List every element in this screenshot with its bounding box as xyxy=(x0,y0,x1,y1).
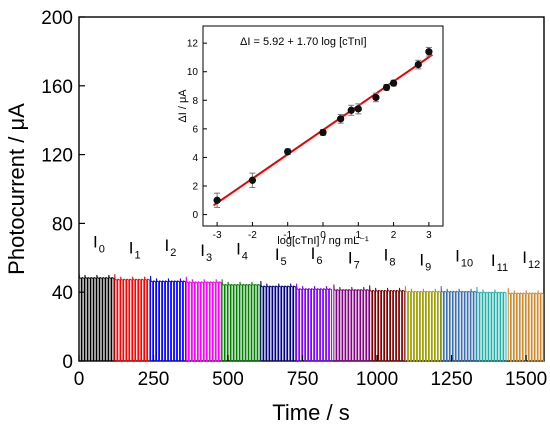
x-tick-label: 250 xyxy=(138,369,170,390)
trace-segment-9 xyxy=(404,286,442,362)
inset-x-tick-label: -3 xyxy=(213,230,222,241)
inset-x-tick-label: 3 xyxy=(426,230,432,241)
segment-label-4: I4 xyxy=(236,239,248,262)
segment-label-2: I2 xyxy=(165,236,177,259)
segment-label-subscript: 1 xyxy=(135,249,141,261)
trace-segment-0 xyxy=(78,272,115,362)
trace-segment-1 xyxy=(114,274,151,362)
inset-x-axis-title: log[cTnI] / ng mL⁻¹ xyxy=(277,235,369,247)
data-point-3 xyxy=(319,128,327,137)
trace-segment-10 xyxy=(440,286,477,362)
data-point-10 xyxy=(414,60,422,69)
trace-segment-7 xyxy=(333,284,370,362)
inset-y-tick-label: 8 xyxy=(192,96,198,107)
data-point-9 xyxy=(389,79,398,87)
segment-label-11: I11 xyxy=(491,251,508,274)
inset-y-tick-label: 6 xyxy=(192,124,198,135)
inset-y-tick-label: 2 xyxy=(192,182,198,193)
segment-label-6: I6 xyxy=(311,244,323,267)
inset-equation: ΔI = 5.92 + 1.70 log [cTnI] xyxy=(240,36,367,48)
y-tick-label: 0 xyxy=(62,352,73,373)
segment-label-10: I10 xyxy=(455,246,473,269)
y-tick-label: 120 xyxy=(41,146,73,167)
inset-x-tick-label: -2 xyxy=(248,230,257,241)
y-tick-label: 200 xyxy=(41,8,73,29)
segment-label-subscript: 9 xyxy=(425,261,431,273)
trace-segment-4 xyxy=(221,279,261,362)
segment-label-subscript: 12 xyxy=(528,259,540,271)
y-axis-title: Photocurrent / μA xyxy=(4,103,29,275)
segment-label-9: I9 xyxy=(419,250,431,273)
data-point-0 xyxy=(213,196,221,204)
inset-x-tick-label: 1 xyxy=(356,230,362,241)
inset-y-tick-label: 0 xyxy=(192,210,198,221)
trace-segment-6 xyxy=(296,283,333,362)
x-tick-label: 1500 xyxy=(505,369,547,390)
segment-label-subscript: 4 xyxy=(242,250,248,262)
data-point-5 xyxy=(347,106,355,114)
inset-x-tick-label: 2 xyxy=(391,230,397,241)
y-tick-label: 160 xyxy=(41,77,73,98)
inset-x-tick-label: 0 xyxy=(320,230,326,241)
inset-frame xyxy=(202,25,444,227)
x-tick-label: 0 xyxy=(74,369,85,390)
x-tick-label: 500 xyxy=(212,369,244,390)
trace-segment-2 xyxy=(150,275,187,362)
trace-segment-11 xyxy=(476,287,507,362)
x-tick-label: 750 xyxy=(287,369,319,390)
inset-y-tick-label: 12 xyxy=(187,39,199,50)
segment-label-8: I8 xyxy=(384,245,396,268)
segment-label-subscript: 10 xyxy=(461,257,473,269)
segment-label-7: I7 xyxy=(348,249,360,272)
segment-label-subscript: 11 xyxy=(497,262,508,274)
segment-label-1: I1 xyxy=(129,238,141,261)
y-tick-label: 40 xyxy=(52,283,73,304)
photocurrent-traces xyxy=(78,272,544,362)
segment-label-subscript: 6 xyxy=(316,255,322,267)
x-tick-label: 1000 xyxy=(356,369,398,390)
trace-segment-12 xyxy=(507,287,544,362)
trace-segment-8 xyxy=(369,285,406,362)
data-point-4 xyxy=(337,115,345,123)
segment-label-subscript: 5 xyxy=(281,256,287,268)
segment-label-subscript: 7 xyxy=(354,260,360,272)
inset-y-tick-label: 4 xyxy=(192,153,198,164)
data-point-6 xyxy=(354,105,362,113)
segment-label-subscript: 3 xyxy=(206,252,212,264)
data-point-8 xyxy=(382,83,391,92)
inset-y-axis-title: ΔI / μA xyxy=(177,89,189,123)
x-axis-title: Time / s xyxy=(272,400,349,425)
inset-data-points xyxy=(213,46,433,208)
data-point-2 xyxy=(284,148,292,156)
segment-label-subscript: 0 xyxy=(99,244,105,256)
inset-y-tick-label: 10 xyxy=(187,67,199,78)
y-tick-label: 80 xyxy=(52,214,73,235)
trace-segment-3 xyxy=(185,276,223,362)
segment-label-subscript: 2 xyxy=(170,247,176,259)
segment-label-subscript: 8 xyxy=(389,256,395,268)
data-point-1 xyxy=(248,176,257,184)
inset-x-tick-label: -1 xyxy=(283,230,292,241)
segment-label-12: I12 xyxy=(522,248,540,271)
segment-label-5: I5 xyxy=(275,245,287,268)
data-point-11 xyxy=(425,48,433,56)
segment-label-0: I0 xyxy=(93,233,105,256)
segment-label-3: I3 xyxy=(200,241,212,264)
data-point-7 xyxy=(372,93,380,102)
x-tick-label: 1250 xyxy=(430,369,472,390)
trace-segment-5 xyxy=(260,280,297,362)
